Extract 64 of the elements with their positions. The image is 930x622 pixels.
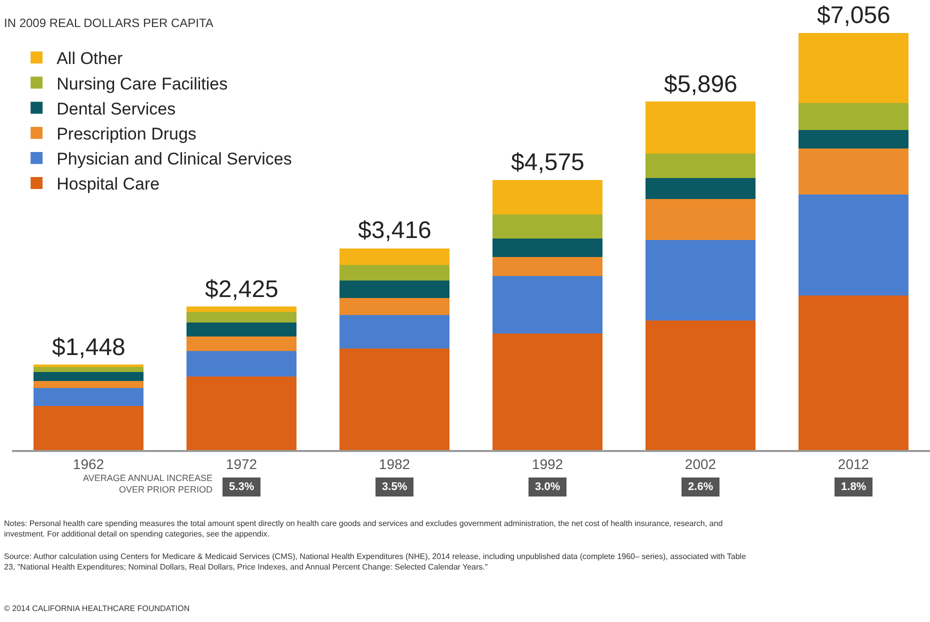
text: 1.8%	[838, 481, 870, 493]
bar	[33, 381, 144, 388]
bar	[492, 333, 603, 450]
bar	[492, 238, 603, 258]
bar	[798, 33, 909, 103]
annotation: $4,575	[511, 149, 584, 176]
bar	[33, 367, 144, 372]
source-note: Source: Author calculation using Centers for Medicare & Medicaid Services (CMS), National Health Expenditures (NHE), 2014 release, including unpublished data (complete 1960– series), associated with Table 23, "National Health Expenditures; Nominal Dollars, Real Dollars, Price Indexes, and Annual Percent Change: Selected Calendar Years."	[4, 552, 747, 572]
text: 5.3%	[226, 481, 258, 493]
bar	[492, 257, 603, 276]
bar	[645, 154, 756, 178]
legend-label: Prescription Drugs	[56, 124, 196, 144]
bar	[798, 148, 909, 194]
bar	[339, 280, 450, 298]
bar	[339, 248, 450, 265]
x-tick-label: 2002	[684, 456, 716, 472]
annotation: $3,416	[358, 217, 432, 244]
x-tick-label: 1982	[378, 456, 410, 472]
legend-label: Nursing Care Facilities	[56, 74, 228, 94]
text: 2.6%	[685, 481, 716, 493]
annotation: $2,425	[205, 276, 278, 303]
bar	[33, 372, 144, 382]
text: Notes: Personal health care spending measures the total amount spent directly on health care goods and services and excludes government administration, the net cost of health insurance, research, and investment. For additional detail on spending categories, see the appendix.	[4, 519, 723, 538]
bar	[33, 388, 144, 406]
text: 3.5%	[379, 481, 410, 493]
x-tick-label: 2012	[838, 456, 870, 472]
annotation: $5,896	[664, 71, 738, 98]
bar	[186, 336, 297, 351]
bar	[798, 102, 909, 130]
bar	[645, 199, 756, 240]
legend-label: Hospital Care	[56, 174, 160, 194]
bar	[645, 178, 756, 200]
bar	[186, 350, 297, 377]
bar	[33, 364, 144, 368]
bar	[798, 295, 909, 450]
bar	[339, 314, 450, 348]
legend-label: Physician and Clinical Services	[56, 150, 292, 169]
bar	[798, 194, 909, 296]
legend-label: Dental Services	[56, 99, 176, 118]
annotation: $7,056	[817, 2, 890, 29]
bar	[339, 264, 450, 280]
bar	[645, 240, 756, 320]
bar	[798, 130, 909, 149]
bar	[186, 322, 297, 337]
x-tick-label: 1962	[72, 456, 104, 472]
bar	[186, 312, 297, 322]
x-tick-label: 1972	[226, 456, 258, 472]
bar	[645, 102, 756, 154]
x-tick-label: 1992	[532, 456, 564, 472]
bar	[492, 180, 603, 214]
chart-title: IN 2009 REAL DOLLARS PER CAPITA	[4, 16, 214, 30]
annotation: $1,448	[52, 334, 126, 361]
bar	[339, 298, 450, 315]
bar	[492, 214, 603, 238]
bar	[645, 320, 756, 450]
text: 3.0%	[532, 481, 564, 493]
bar	[186, 306, 297, 312]
bar	[492, 276, 603, 334]
bar	[33, 406, 144, 450]
bar	[339, 348, 450, 450]
text: © 2014 CALIFORNIA HEALTHCARE FOUNDATION	[4, 604, 190, 613]
bar	[186, 376, 297, 450]
text: AVERAGE ANNUAL INCREASE OVER PRIOR PERIOD	[83, 473, 214, 495]
legend-label: All Other	[56, 49, 124, 68]
